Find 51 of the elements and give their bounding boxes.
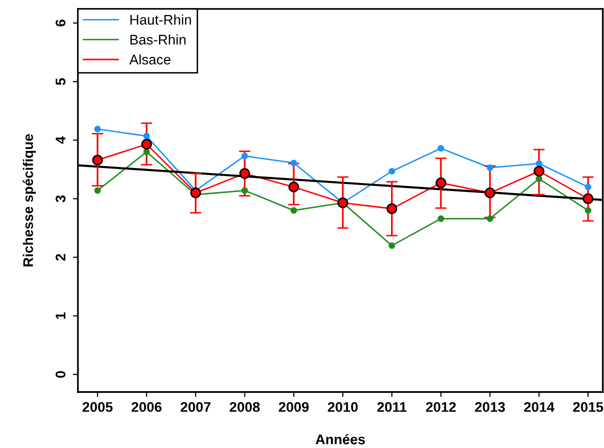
x-tick-label: 2006 [132, 402, 162, 412]
point [438, 145, 444, 152]
point [241, 152, 248, 160]
point [386, 203, 398, 214]
point [536, 176, 542, 182]
point [337, 197, 348, 208]
x-tick-label: 2010 [328, 402, 358, 412]
point [141, 138, 152, 150]
point [388, 242, 396, 249]
x-axis-title: Années [316, 434, 365, 444]
point [190, 188, 201, 198]
x-tick-label: 2015 [573, 402, 604, 412]
point [290, 160, 298, 166]
point [241, 187, 248, 194]
x-tick-label: 2012 [426, 402, 456, 412]
y-tick-label: 0 [56, 371, 66, 378]
x-tick-label: 2014 [524, 402, 554, 412]
x-tick-label: 2008 [230, 402, 260, 412]
point [94, 126, 101, 132]
y-tick-label: 3 [56, 195, 66, 202]
y-tick-label: 2 [56, 254, 66, 261]
y-axis-title: Richesse spécifique [22, 134, 36, 266]
point [486, 215, 494, 222]
point [388, 168, 396, 174]
point [143, 132, 150, 140]
point [584, 207, 592, 214]
point [288, 182, 300, 192]
point [92, 154, 103, 166]
point [582, 193, 594, 204]
point [534, 166, 544, 177]
x-tick-label: 2005 [82, 402, 113, 412]
point [143, 148, 150, 156]
point [290, 207, 298, 214]
x-tick-label: 2009 [278, 402, 309, 412]
point [239, 168, 250, 179]
y-tick-label: 1 [56, 312, 66, 319]
point [436, 178, 446, 188]
point [484, 188, 496, 198]
x-tick-label: 2007 [180, 402, 210, 412]
legend-label: Bas-Rhin [130, 34, 186, 45]
point [486, 164, 494, 171]
point [438, 215, 444, 222]
point [584, 184, 592, 190]
x-tick-label: 2013 [475, 402, 505, 412]
x-tick-label: 2011 [377, 402, 407, 412]
y-tick-label: 5 [56, 78, 66, 86]
legend-label: Haut-Rhin [130, 14, 191, 25]
y-tick-label: 6 [56, 20, 66, 26]
y-tick-label: 4 [56, 136, 66, 144]
legend-label: Alsace [129, 54, 170, 64]
point [94, 187, 101, 194]
